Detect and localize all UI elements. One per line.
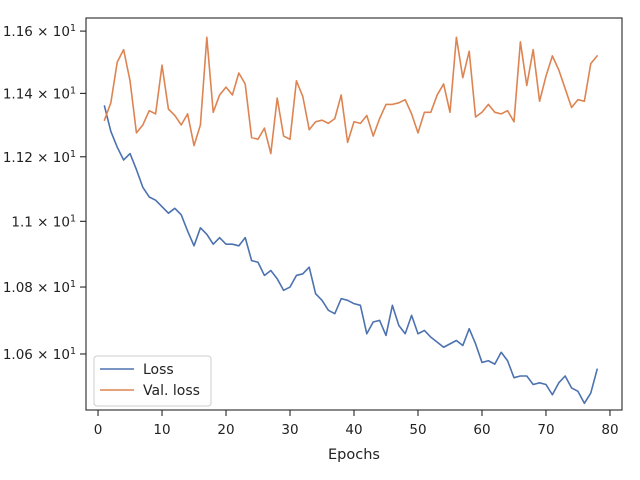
x-tick-label: 80	[601, 422, 618, 438]
x-tick-label: 20	[217, 422, 234, 438]
x-axis-label: Epochs	[328, 447, 380, 463]
y-tick-label: 1.08 × 101	[3, 279, 76, 297]
y-tick-label: 1.1 × 101	[11, 213, 76, 231]
series-layer	[103, 36, 598, 405]
series-line-loss	[103, 105, 598, 405]
x-tick-label: 30	[281, 422, 298, 438]
y-tick-label: 1.16 × 101	[3, 23, 76, 41]
series-line-val-loss	[103, 36, 598, 155]
x-tick-label: 10	[153, 422, 170, 438]
x-tick-label: 40	[345, 422, 362, 438]
legend-label-loss: Loss	[143, 362, 174, 378]
x-tick-label: 70	[537, 422, 554, 438]
y-tick-label: 1.12 × 101	[3, 148, 76, 166]
x-tick-label: 50	[409, 422, 426, 438]
y-axis-ticks: 1.06 × 101 1.08 × 101 1.1 × 101 1.12 × 101 1…	[3, 23, 86, 363]
legend-label-val-loss: Val. loss	[143, 383, 200, 399]
x-tick-label: 0	[94, 422, 103, 438]
y-tick-label: 1.14 × 101	[3, 85, 76, 103]
x-tick-label: 60	[473, 422, 490, 438]
y-tick-label: 1.06 × 101	[3, 345, 76, 363]
x-axis-ticks: 0 10 20 30 40 50 60 70 80	[94, 410, 619, 438]
legend: Loss Val. loss	[93, 355, 212, 407]
